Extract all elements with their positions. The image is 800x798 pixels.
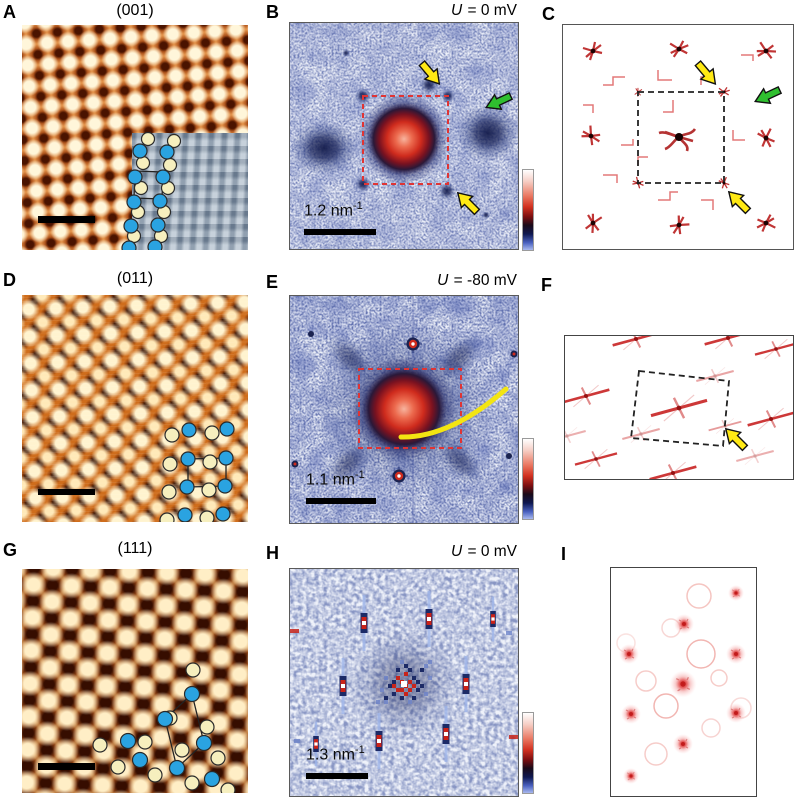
center-pixel-cluster: [376, 660, 432, 704]
diagonal-haze-arms: [323, 333, 485, 489]
small-peaks: [291, 331, 518, 468]
stm-image-001: [22, 25, 248, 250]
scale-label: 1.3 nm-1: [306, 744, 365, 764]
scale-label: 1.1 nm-1: [306, 469, 365, 489]
panel-title-001: (001): [116, 2, 154, 19]
panel-label-e: E: [266, 272, 279, 292]
atom-circles: [121, 131, 182, 250]
fft-image-011: 1.1 nm-1: [289, 295, 519, 524]
bragg-dots: [618, 584, 747, 785]
sim-overlay: [578, 36, 784, 238]
panel-label-b: B: [266, 2, 279, 22]
fft-overlay: [290, 296, 518, 523]
yellow-arrow-icon: [722, 185, 755, 218]
center-star: [658, 128, 697, 152]
bias-symbol: U: [450, 2, 463, 19]
simulated-fft-011: [564, 335, 794, 480]
diffuse-rings: [616, 583, 752, 766]
sim-overlay: [616, 583, 752, 785]
streak-zigzags: [583, 54, 754, 210]
stm-image-111: [22, 569, 248, 793]
atom-model-overlay: [38, 662, 236, 793]
fft-image-111: 1.3 nm-1: [289, 568, 519, 797]
scale-bar: [306, 498, 376, 504]
atom-model-overlay: [38, 131, 182, 250]
sim-overlay: [565, 336, 793, 479]
simulated-fft-111: [610, 567, 757, 797]
fft-overlay: [290, 23, 518, 249]
bias-value: = -80 mV: [449, 272, 517, 289]
bias-voltage-h: U = 0 mV: [289, 544, 517, 560]
bias-symbol: U: [450, 543, 463, 560]
panel-label-g: G: [3, 540, 18, 560]
bias-value: = 0 mV: [463, 543, 517, 560]
fft-side-lobes: [291, 49, 518, 219]
scale-bar: [304, 229, 376, 235]
colorbar: [522, 712, 534, 794]
panel-label-a: A: [3, 2, 16, 22]
fft-center-blob: [352, 357, 456, 461]
bias-voltage-e: U = -80 mV: [289, 273, 517, 289]
scale-bar: [38, 763, 95, 770]
panel-label-i: I: [561, 544, 567, 564]
bragg-crosses: [565, 336, 793, 479]
panel-label-d: D: [3, 270, 16, 290]
bias-symbol: U: [437, 272, 449, 289]
atom-model-overlay: [38, 421, 235, 522]
yellow-curve-marker: [398, 386, 509, 440]
yellow-arrow-icon: [691, 57, 723, 90]
scale-bar: [38, 489, 95, 495]
scale-bar: [306, 773, 368, 779]
colorbar: [522, 438, 534, 520]
green-arrow-icon: [751, 82, 784, 110]
yellow-arrow-icon: [719, 422, 752, 455]
simulated-fft-001: [562, 24, 794, 250]
fft-center-blob: [359, 94, 449, 184]
panel-label-f: F: [541, 275, 552, 295]
panel-title-111: (111): [117, 540, 153, 557]
fft-overlay: [290, 569, 518, 796]
brillouin-zone-dashed-box: [637, 91, 725, 184]
edge-dots: [290, 629, 518, 743]
stm-image-011: [22, 295, 248, 522]
atom-circles: [92, 662, 236, 793]
scale-label: 1.2 nm-1: [304, 200, 363, 220]
scale-bar: [38, 216, 95, 223]
simulation-inset: [132, 133, 248, 250]
brillouin-zone-dashed-box: [362, 95, 449, 185]
panel-title-011: (011): [116, 270, 154, 287]
fft-image-001: 1.2 nm-1: [289, 22, 519, 250]
atom-circles: [159, 421, 235, 522]
panel-label-c: C: [542, 4, 555, 24]
bias-value: = 0 mV: [463, 2, 517, 19]
colorbar: [522, 169, 534, 251]
bias-voltage-b: U = 0 mV: [289, 3, 517, 19]
brillouin-zone-dashed-box: [629, 370, 730, 447]
panel-label-h: H: [266, 543, 279, 563]
